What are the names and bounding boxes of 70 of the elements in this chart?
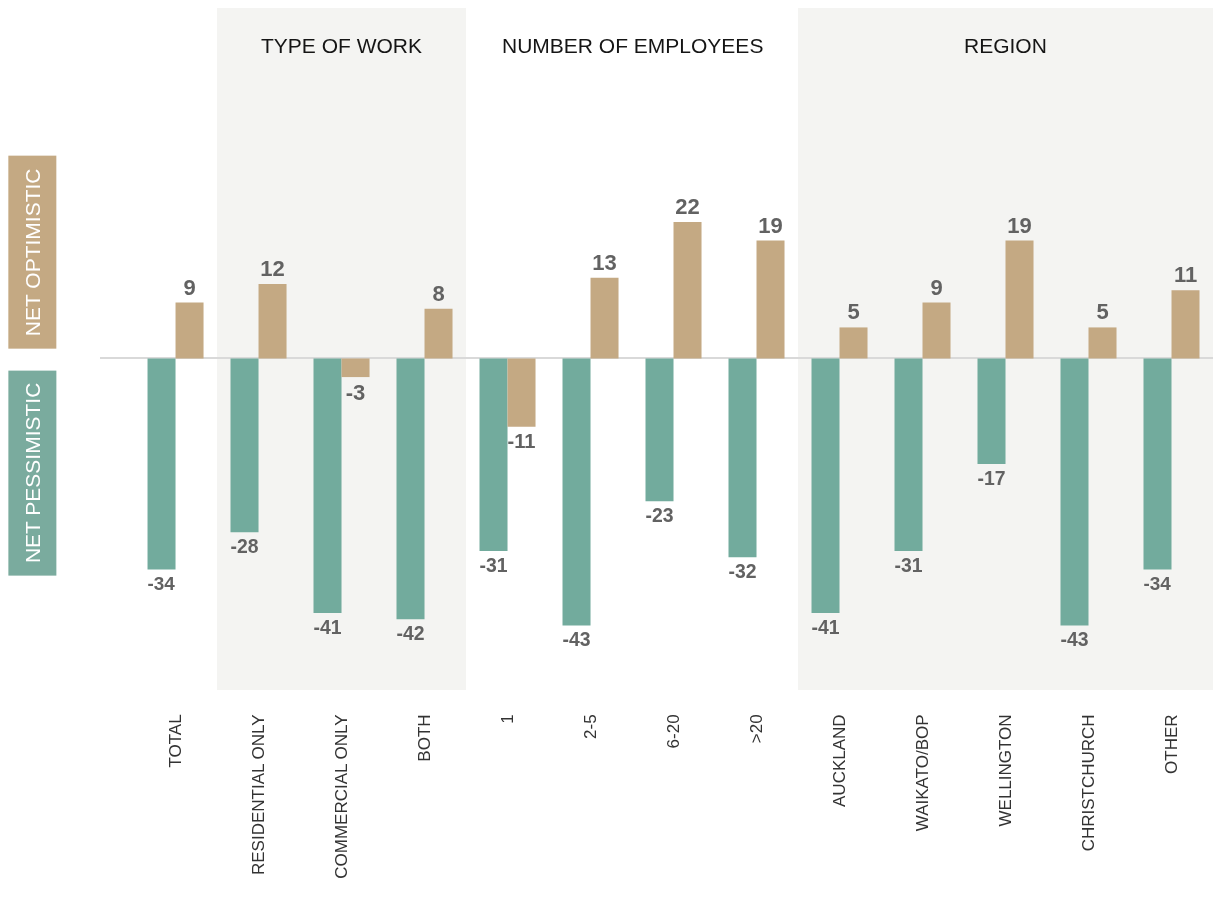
bar <box>562 358 591 626</box>
bar <box>756 240 785 359</box>
data-label: 5 <box>1096 299 1109 325</box>
data-label: -28 <box>230 534 259 557</box>
data-label: 9 <box>930 274 943 300</box>
bar <box>590 277 619 359</box>
x-tick-label: COMMERCIAL ONLY <box>332 714 352 879</box>
data-label: -31 <box>894 553 923 576</box>
data-label: 19 <box>1007 212 1032 238</box>
x-tick-label: CHRISTCHURCH <box>1079 714 1099 852</box>
text: NET OPTIMISTIC <box>20 168 44 337</box>
x-tick-label: 6-20 <box>664 714 684 749</box>
bar <box>811 358 840 614</box>
x-tick-label: WELLINGTON <box>996 714 1016 827</box>
band-label: TYPE OF WORK <box>261 34 423 57</box>
x-tick-label: 2-5 <box>581 714 601 739</box>
bar <box>1171 290 1200 359</box>
bar <box>479 358 508 551</box>
data-label: -41 <box>313 615 342 638</box>
data-label: -32 <box>728 559 757 582</box>
data-label: -42 <box>396 621 425 644</box>
bar <box>1005 240 1034 359</box>
bar <box>258 283 287 359</box>
data-label: -43 <box>562 628 591 651</box>
bar <box>341 358 370 378</box>
x-tick-label: RESIDENTIAL ONLY <box>249 714 269 876</box>
bar <box>230 358 259 533</box>
bar <box>977 358 1006 465</box>
x-tick-label: 1 <box>498 714 518 724</box>
data-label: -41 <box>811 615 840 638</box>
bar <box>1143 358 1172 570</box>
bar <box>894 358 923 551</box>
bar <box>424 308 453 359</box>
bar <box>1088 327 1117 359</box>
x-tick-label: OTHER <box>1162 714 1182 774</box>
bar <box>147 358 176 570</box>
text: NET PESSIMISTIC <box>20 382 44 564</box>
x-tick-label: TOTAL <box>166 714 186 768</box>
x-tick-label: WAIKATO/BOP <box>913 714 933 832</box>
data-label: 5 <box>847 299 860 325</box>
data-label: -43 <box>1060 628 1089 651</box>
data-label: -34 <box>147 572 176 594</box>
data-label: -11 <box>507 430 536 453</box>
data-label: 11 <box>1173 262 1198 288</box>
data-label: 19 <box>758 212 783 238</box>
bar <box>1060 358 1089 626</box>
band-label: REGION <box>964 34 1047 57</box>
x-tick-label: >20 <box>747 714 767 744</box>
bar <box>175 302 204 359</box>
x-tick-label: AUCKLAND <box>830 714 850 807</box>
bar <box>396 358 425 620</box>
data-label: -34 <box>1143 572 1172 594</box>
data-label: 9 <box>183 274 196 300</box>
data-label: -23 <box>645 503 674 526</box>
bar <box>313 358 342 614</box>
bar <box>507 358 536 427</box>
data-label: 12 <box>260 255 285 281</box>
bar <box>645 358 674 502</box>
x-tick-label: BOTH <box>415 714 435 762</box>
data-label: 22 <box>675 193 700 219</box>
text: NUMBER OF EMPLOYEES <box>502 34 764 57</box>
data-label: -17 <box>977 466 1006 489</box>
bar <box>673 221 702 359</box>
data-label: 13 <box>592 249 617 275</box>
bar <box>922 302 951 359</box>
data-label: -31 <box>479 553 508 576</box>
data-label: 8 <box>432 280 445 306</box>
data-label: -3 <box>345 380 366 406</box>
bar <box>728 358 757 558</box>
bar <box>839 327 868 359</box>
